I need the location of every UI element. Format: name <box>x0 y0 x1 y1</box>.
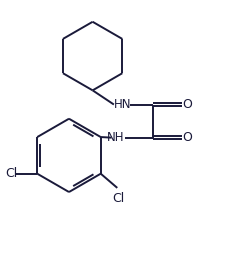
Text: Cl: Cl <box>112 192 125 205</box>
Text: O: O <box>182 98 192 111</box>
Text: O: O <box>182 131 192 144</box>
Text: HN: HN <box>114 98 131 111</box>
Text: NH: NH <box>107 131 125 144</box>
Text: Cl: Cl <box>6 167 18 180</box>
